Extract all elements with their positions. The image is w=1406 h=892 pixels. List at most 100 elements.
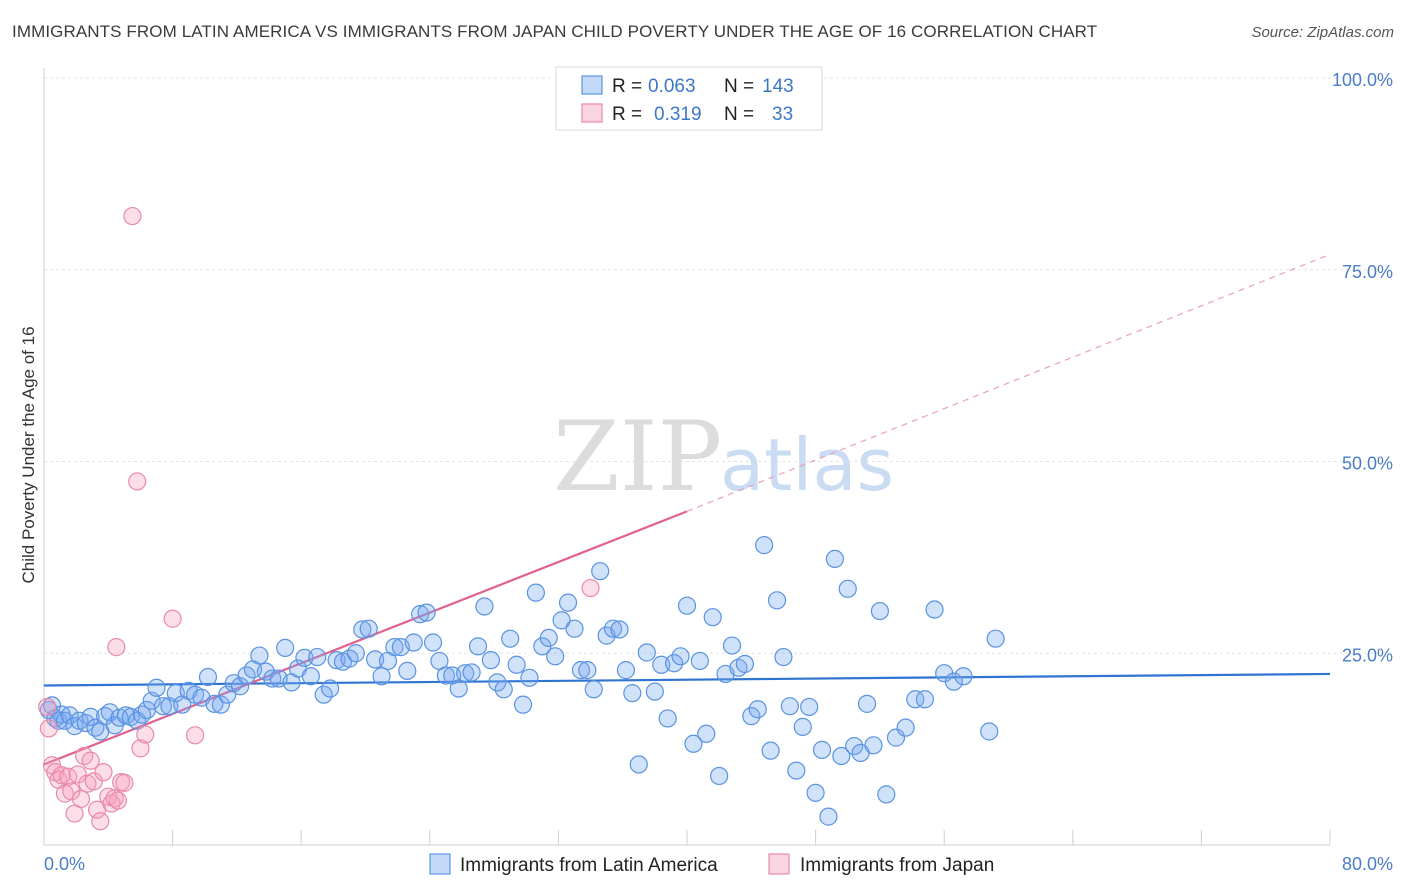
legend-box [555,66,823,131]
point-latin-america [552,611,571,630]
point-latin-america [886,728,906,747]
legend-swatch-latin-america [581,75,603,95]
y-tick-labels: 25.0% 50.0% 75.0% 100.0% [1332,70,1393,665]
point-latin-america [896,718,915,737]
point-latin-america [787,761,806,780]
point-latin-america [616,661,636,680]
point-japan [84,772,103,791]
legend: R = 0.063 N = 143 R = 0.319 N = 33 [555,66,823,131]
point-latin-america [494,680,513,699]
point-latin-america [610,620,629,639]
point-latin-america [565,619,584,638]
axes [43,68,1331,846]
watermark-zip: ZIP [553,401,722,513]
point-latin-america [793,717,812,736]
point-latin-america [526,583,545,602]
point-latin-america [761,741,780,760]
y-tick-label: 50.0% [1342,454,1393,474]
watermark: ZIP atlas [553,401,894,513]
point-latin-america [800,697,819,717]
y-tick-label: 25.0% [1342,645,1393,665]
point-latin-america [301,667,320,686]
point-latin-america [584,680,603,699]
point-latin-america [819,807,838,826]
legend-n-label-1: N = [724,76,754,97]
bottom-legend-label-japan: Immigrants from Japan [800,855,994,876]
legend-r-value-1: 0.063 [648,76,696,97]
point-latin-america [665,654,684,673]
point-latin-america [398,661,417,680]
point-japan [94,763,113,782]
legend-r-label-1: R = [612,76,642,97]
point-latin-america [806,783,825,802]
point-latin-america [944,672,963,691]
point-latin-america [623,684,642,703]
point-latin-america [980,722,999,741]
point-latin-america [703,608,722,627]
point-latin-america [915,690,935,709]
series-latin-america-points [39,536,1005,826]
point-latin-america [81,707,100,727]
x-tick-labels: 0.0% 80.0% [44,854,1393,874]
point-latin-america [423,633,443,652]
point-latin-america [697,724,716,743]
point-japan [128,472,147,491]
point-latin-america [250,646,269,665]
point-latin-america [449,679,468,698]
point-latin-america [205,694,224,713]
point-japan [108,791,128,810]
point-latin-america [475,597,494,616]
point-latin-america [468,637,488,656]
point-latin-america [147,678,166,697]
gridlines [44,77,1392,654]
trend-line-japan-extension [686,253,1331,512]
point-japan [52,766,71,785]
point-latin-america [276,638,295,657]
point-latin-america [520,668,539,687]
x-tick-label: 80.0% [1342,854,1393,874]
point-latin-america [359,619,378,638]
point-japan [131,739,150,758]
point-latin-america [986,629,1005,648]
point-latin-america [954,667,973,686]
point-latin-america [404,633,423,652]
point-japan [581,578,600,598]
point-latin-america [870,601,890,621]
point-latin-america [231,677,250,696]
point-latin-america [690,651,709,671]
point-japan [136,725,155,744]
y-axis-label: Child Poverty Under the Age of 16 [19,326,38,583]
point-latin-america [722,636,742,655]
series-japan-points [38,206,600,831]
point-latin-america [411,605,430,624]
point-latin-america [65,717,84,736]
legend-r-label-2: R = [612,104,642,125]
point-latin-america [153,697,173,716]
point-latin-america [263,669,282,688]
point-latin-america [578,661,597,680]
point-japan [38,697,57,717]
point-latin-america [774,647,793,667]
point-latin-america [558,593,578,612]
point-latin-america [546,647,565,666]
point-latin-america [637,643,656,662]
chart-source: Source: ZipAtlas.com [1251,24,1394,41]
point-latin-america [462,663,481,682]
point-latin-america [539,628,558,648]
point-latin-america [436,666,455,685]
point-japan [71,789,91,809]
point-latin-america [295,648,314,667]
point-latin-america [864,736,883,755]
point-latin-america [76,713,95,733]
point-latin-america [742,707,761,726]
point-latin-america [645,682,664,701]
point-japan [163,609,182,628]
point-japan [186,726,205,745]
point-latin-america [308,647,327,667]
point-latin-america [507,655,526,674]
point-latin-america [735,654,754,674]
point-japan [39,719,58,738]
point-latin-america [710,766,729,786]
bottom-legend-swatch-latin-america [429,853,451,875]
